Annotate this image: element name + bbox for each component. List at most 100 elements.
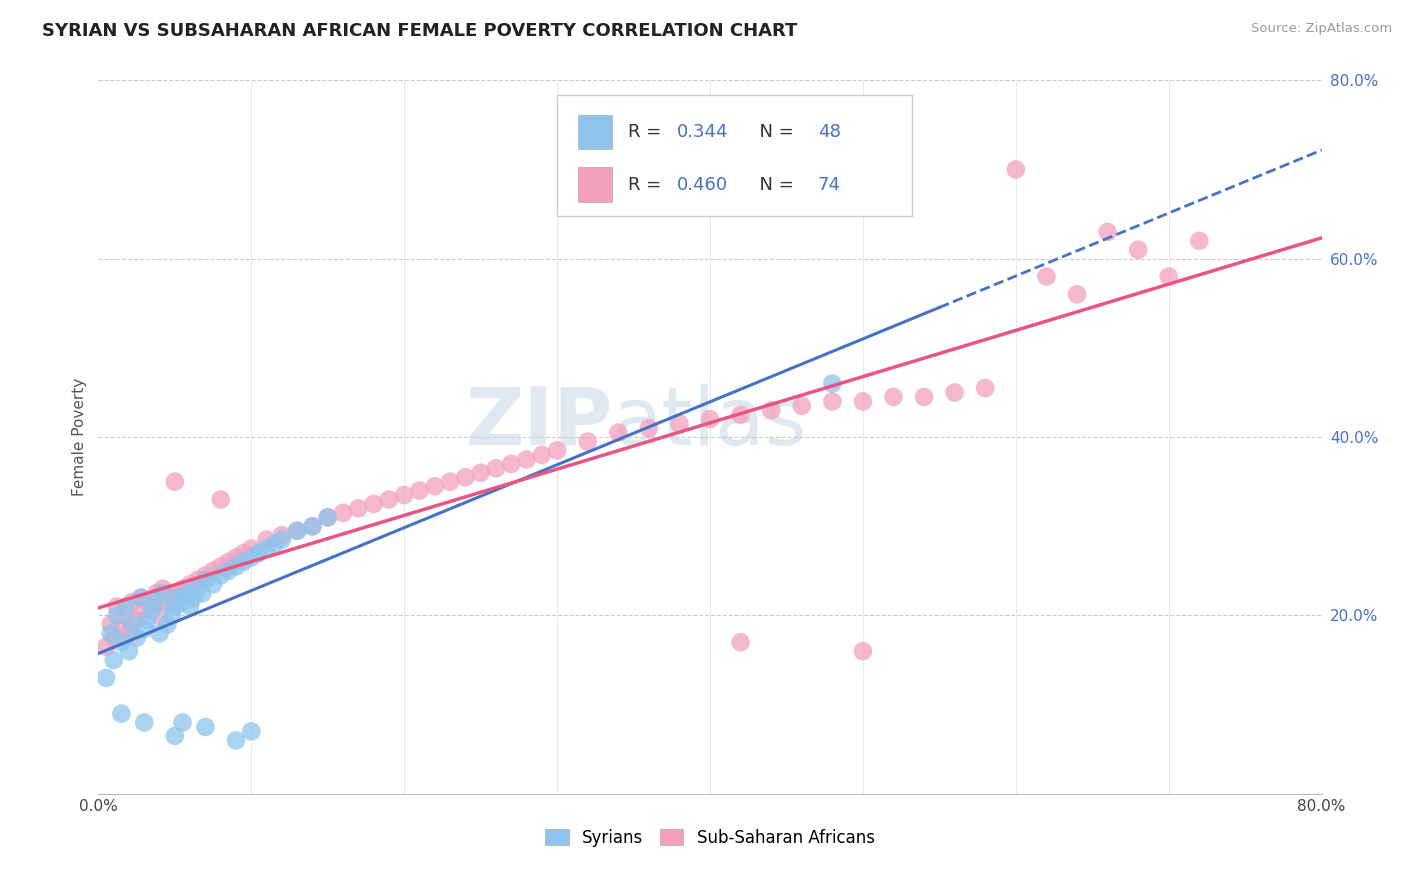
- Point: [134, 715, 156, 730]
- Point: [316, 510, 339, 524]
- Point: [363, 497, 385, 511]
- Point: [115, 608, 138, 623]
- Point: [974, 381, 997, 395]
- Bar: [578, 115, 612, 150]
- Text: R =: R =: [628, 177, 666, 194]
- Point: [141, 599, 163, 614]
- Point: [392, 488, 416, 502]
- Point: [316, 510, 339, 524]
- Point: [301, 519, 323, 533]
- Point: [172, 582, 194, 596]
- Point: [790, 399, 813, 413]
- Point: [247, 546, 270, 560]
- Point: [163, 729, 186, 743]
- Point: [181, 591, 204, 605]
- Text: ZIP: ZIP: [465, 384, 612, 462]
- Point: [163, 475, 186, 489]
- Point: [103, 653, 125, 667]
- Text: 48: 48: [818, 123, 841, 141]
- Point: [225, 550, 247, 565]
- Point: [225, 733, 247, 747]
- Point: [240, 550, 263, 565]
- Point: [607, 425, 630, 440]
- Point: [256, 533, 278, 547]
- Point: [668, 417, 690, 431]
- Point: [470, 466, 492, 480]
- Point: [110, 706, 132, 721]
- Text: Source: ZipAtlas.com: Source: ZipAtlas.com: [1251, 22, 1392, 36]
- Point: [530, 448, 553, 462]
- Point: [194, 568, 217, 582]
- Point: [100, 626, 122, 640]
- Point: [232, 546, 254, 560]
- Point: [152, 582, 174, 596]
- Y-axis label: Female Poverty: Female Poverty: [72, 378, 87, 496]
- Point: [1066, 287, 1088, 301]
- Point: [156, 617, 179, 632]
- Text: SYRIAN VS SUBSAHARAN AFRICAN FEMALE POVERTY CORRELATION CHART: SYRIAN VS SUBSAHARAN AFRICAN FEMALE POVE…: [42, 22, 797, 40]
- Point: [141, 604, 163, 618]
- Point: [145, 586, 167, 600]
- Point: [1128, 243, 1150, 257]
- Point: [1157, 269, 1180, 284]
- Point: [256, 541, 278, 556]
- Point: [179, 599, 201, 614]
- Point: [94, 671, 117, 685]
- Point: [270, 528, 292, 542]
- Point: [160, 608, 183, 623]
- Point: [209, 568, 232, 582]
- Point: [454, 470, 477, 484]
- Point: [576, 434, 599, 449]
- Text: R =: R =: [628, 123, 666, 141]
- Point: [912, 390, 935, 404]
- Point: [176, 586, 198, 600]
- Point: [285, 524, 308, 538]
- Point: [699, 412, 721, 426]
- Point: [110, 622, 132, 636]
- Point: [332, 506, 354, 520]
- Point: [883, 390, 905, 404]
- Point: [232, 555, 254, 569]
- Bar: [578, 168, 612, 202]
- Point: [202, 564, 225, 578]
- Point: [852, 394, 875, 409]
- Point: [821, 376, 844, 391]
- Point: [1188, 234, 1211, 248]
- Point: [156, 595, 179, 609]
- Point: [285, 524, 308, 538]
- Point: [149, 626, 172, 640]
- Point: [145, 595, 167, 609]
- Point: [852, 644, 875, 658]
- Point: [240, 541, 263, 556]
- Point: [516, 452, 538, 467]
- Point: [136, 613, 159, 627]
- Point: [240, 724, 263, 739]
- Point: [217, 555, 239, 569]
- Legend: Syrians, Sub-Saharan Africans: Syrians, Sub-Saharan Africans: [538, 822, 882, 854]
- Text: 74: 74: [818, 177, 841, 194]
- Point: [163, 599, 186, 614]
- Point: [118, 626, 141, 640]
- Point: [759, 403, 782, 417]
- Point: [730, 408, 752, 422]
- Point: [187, 573, 209, 587]
- Point: [125, 631, 148, 645]
- Point: [1097, 225, 1119, 239]
- Point: [121, 595, 143, 609]
- Point: [149, 608, 172, 623]
- FancyBboxPatch shape: [557, 95, 912, 216]
- Point: [179, 577, 201, 591]
- Point: [217, 564, 239, 578]
- Point: [943, 385, 966, 400]
- Point: [821, 394, 844, 409]
- Point: [110, 635, 132, 649]
- Point: [1035, 269, 1057, 284]
- Point: [103, 631, 125, 645]
- Text: 0.344: 0.344: [678, 123, 728, 141]
- Point: [191, 586, 214, 600]
- Point: [225, 559, 247, 574]
- Point: [163, 586, 186, 600]
- Point: [501, 457, 523, 471]
- Point: [152, 586, 174, 600]
- Point: [423, 479, 446, 493]
